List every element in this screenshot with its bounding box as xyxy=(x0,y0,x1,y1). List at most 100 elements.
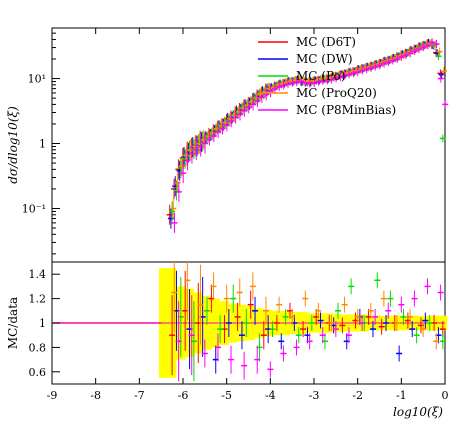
main-point xyxy=(437,74,444,83)
ratio-point xyxy=(230,284,237,313)
main-point xyxy=(250,98,257,111)
ratio-point xyxy=(374,272,381,289)
main-point xyxy=(169,201,176,222)
ratio-point xyxy=(210,272,217,301)
main-y-tick-label: 1 xyxy=(39,138,46,151)
main-point xyxy=(439,134,446,143)
main-point xyxy=(192,136,199,157)
ratio-y-tick-label: 1.2 xyxy=(29,293,47,306)
ratio-point xyxy=(201,339,208,368)
ratio-point xyxy=(369,321,376,338)
main-point xyxy=(202,133,209,154)
legend-label-p8minbias: MC (P8MinBias) xyxy=(296,103,396,117)
ratio-point xyxy=(247,290,254,319)
ratio-point xyxy=(234,302,241,331)
main-data-points xyxy=(166,38,449,233)
ratio-point xyxy=(437,284,444,301)
ratio-point xyxy=(169,295,176,376)
main-point xyxy=(311,79,318,88)
ratio-point xyxy=(254,345,261,374)
main-point xyxy=(174,172,181,193)
ratio-point xyxy=(439,333,446,350)
ratio-point xyxy=(171,262,178,333)
ratio-point xyxy=(276,296,283,313)
main-point xyxy=(175,181,182,202)
main-point xyxy=(416,45,423,54)
main-point xyxy=(271,85,278,94)
ratio-point xyxy=(306,333,313,350)
ratio-point xyxy=(426,315,433,331)
main-point xyxy=(170,198,177,219)
main-point xyxy=(267,85,274,98)
ratio-point xyxy=(238,321,245,350)
ratio-point xyxy=(204,296,211,325)
ratio-point xyxy=(411,290,418,307)
ratio-point xyxy=(188,295,195,376)
ratio-point xyxy=(341,296,348,313)
main-point xyxy=(424,41,431,50)
main-point xyxy=(359,66,366,75)
main-point xyxy=(433,40,440,49)
ratio-point xyxy=(252,296,259,325)
main-point xyxy=(389,56,396,65)
ratio-point xyxy=(359,315,366,331)
main-point xyxy=(171,212,178,233)
ratio-point xyxy=(289,308,296,325)
ratio-point xyxy=(315,302,322,319)
x-tick-label: -1 xyxy=(396,389,407,402)
main-point xyxy=(188,143,195,164)
main-point xyxy=(350,69,357,78)
main-point xyxy=(222,116,229,129)
main-point xyxy=(231,109,238,122)
ratio-point xyxy=(249,272,256,301)
x-tick-label: 0 xyxy=(442,389,449,402)
ratio-point xyxy=(393,315,400,331)
main-point xyxy=(442,100,449,109)
main-point xyxy=(353,66,360,75)
ratio-point xyxy=(385,302,392,319)
main-point xyxy=(184,150,191,171)
main-point xyxy=(349,67,356,76)
main-point xyxy=(209,127,216,140)
x-tick-label: -5 xyxy=(221,389,232,402)
main-point xyxy=(180,163,187,184)
main-point xyxy=(401,50,408,59)
main-point xyxy=(197,136,204,157)
main-point xyxy=(331,72,338,81)
ratio-y-tick-label: 1 xyxy=(39,317,46,330)
ratio-y-axis-title: MC/data xyxy=(6,297,20,349)
main-point xyxy=(333,74,340,83)
main-point xyxy=(394,54,401,63)
main-point xyxy=(200,129,207,150)
main-point xyxy=(210,130,217,143)
ratio-point xyxy=(308,315,315,331)
legend-label-d6t: MC (D6T) xyxy=(296,35,356,49)
ratio-point xyxy=(380,290,387,307)
main-point xyxy=(280,81,287,90)
ratio-point xyxy=(273,315,280,331)
main-point xyxy=(315,77,322,86)
legend-label-po: MC (Po) xyxy=(296,69,345,83)
ratio-y-tick-label: 1.4 xyxy=(29,268,47,281)
ratio-point xyxy=(433,333,440,350)
x-tick-label: -8 xyxy=(90,389,101,402)
main-point xyxy=(388,55,395,64)
ratio-point xyxy=(398,296,405,313)
ratio-point xyxy=(217,315,224,344)
main-point xyxy=(257,88,264,101)
main-point xyxy=(240,102,247,115)
main-point xyxy=(384,56,391,65)
main-y-tick-label: 10¹ xyxy=(28,73,46,86)
main-point xyxy=(328,75,335,84)
main-point xyxy=(436,47,443,56)
ratio-point xyxy=(339,317,346,334)
main-point xyxy=(244,99,251,112)
ratio-point xyxy=(378,318,385,335)
main-point xyxy=(411,47,418,56)
main-point xyxy=(263,88,270,101)
ratio-point xyxy=(372,308,379,325)
main-point xyxy=(218,119,225,132)
ratio-point xyxy=(328,315,335,331)
main-y-tick-label: 10⁻¹ xyxy=(22,202,46,215)
main-point xyxy=(288,76,295,85)
